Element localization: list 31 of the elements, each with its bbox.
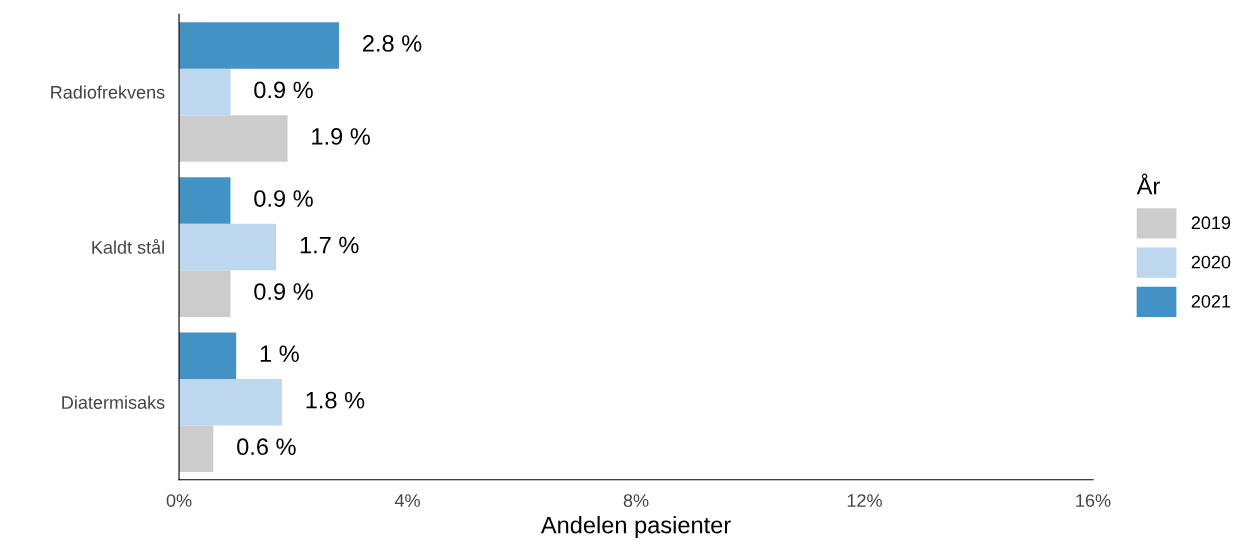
data-label: 2.8 % <box>363 35 422 52</box>
legend-label: 2019 <box>1191 216 1231 230</box>
y-tick-label: Diatermisaks <box>62 395 165 409</box>
data-label: 1.7 % <box>300 236 359 254</box>
x-tick-label: 16% <box>1076 494 1111 507</box>
data-label: 0.9 % <box>254 190 313 207</box>
x-tick-label: 4% <box>394 494 420 507</box>
bar <box>179 270 231 317</box>
bar <box>179 22 339 69</box>
bar <box>179 177 231 224</box>
x-axis-title: Andelen pasienter <box>540 516 731 539</box>
x-tick-label: 12% <box>847 494 882 507</box>
legend-label: 2020 <box>1191 255 1231 269</box>
data-label: 1.8 % <box>306 391 365 409</box>
data-label: 1.9 % <box>312 128 370 145</box>
x-tick-label: 8% <box>623 494 649 507</box>
legend-title: År <box>1136 173 1160 195</box>
y-tick-label: Radiofrekvens <box>51 85 165 99</box>
data-label: 1 % <box>260 345 299 362</box>
y-tick-label: Kaldt stål <box>92 239 164 254</box>
bar <box>179 223 277 271</box>
data-label: 0.9 % <box>254 81 313 99</box>
data-label: 0.9 % <box>254 283 313 300</box>
legend-label: 2021 <box>1191 294 1231 308</box>
bar <box>179 332 237 379</box>
bar <box>179 425 214 473</box>
bar <box>179 115 288 162</box>
x-tick-label: 0% <box>166 494 192 507</box>
bar <box>179 378 282 426</box>
data-label: 0.6 % <box>237 438 296 456</box>
bar <box>179 68 231 116</box>
